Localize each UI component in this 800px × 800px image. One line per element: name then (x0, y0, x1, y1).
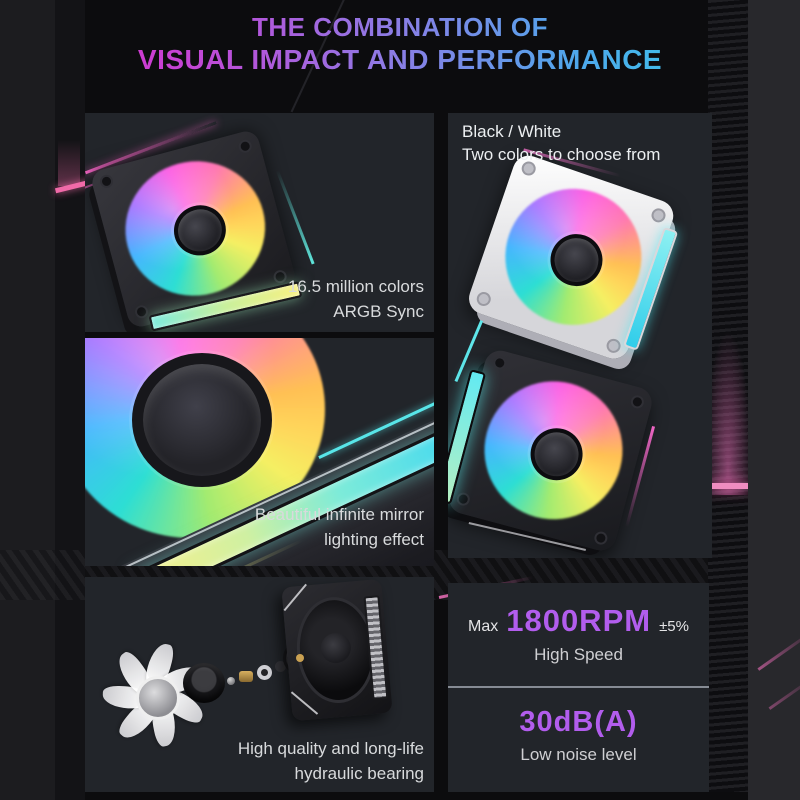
black-fan-photo (448, 320, 671, 558)
rgb-fan-photo (85, 119, 315, 332)
fan-frame-part (281, 578, 393, 722)
washer-part (257, 665, 272, 680)
fan-impeller (102, 640, 208, 748)
white-accent-line (290, 691, 319, 715)
argb-caption: 16.5 million colors ARGB Sync (288, 274, 424, 324)
screw-hole (491, 354, 508, 371)
background-pink-glow (704, 330, 752, 495)
panel-color-options: Black / White Two colors to choose from (448, 113, 712, 558)
screw-hole (629, 393, 646, 410)
speed-label: High Speed (534, 645, 623, 664)
color-options-line2: Two colors to choose from (462, 145, 661, 164)
rubber-ring-part (183, 663, 225, 703)
speed-prefix: Max (467, 618, 499, 635)
screw-hole (455, 491, 472, 508)
argb-caption-line2: ARGB Sync (333, 302, 424, 321)
noise-value: 30dB(A) (519, 706, 638, 738)
bearing-caption-line2: hydraulic bearing (294, 764, 424, 783)
speed-value: 1800RPM (506, 603, 652, 638)
screw-hole (474, 290, 493, 308)
screw-hole (592, 530, 609, 547)
mirror-caption-line1: Beautiful infinite mirror (254, 505, 424, 524)
mirror-caption: Beautiful infinite mirror lighting effec… (255, 502, 424, 552)
spacer-part (275, 661, 286, 672)
bearing-caption: High quality and long-life hydraulic bea… (238, 736, 424, 786)
white-accent-line (283, 583, 307, 612)
screw-hole (604, 336, 623, 355)
panel-hydraulic-bearing: High quality and long-life hydraulic bea… (85, 577, 434, 792)
mirror-caption-line2: lighting effect (324, 530, 424, 549)
title-line2: VISUAL IMPACT AND PERFORMANCE (0, 43, 800, 76)
screw-hole (649, 206, 668, 225)
argb-caption-line1: 16.5 million colors (287, 277, 424, 296)
background-right-band (748, 0, 800, 800)
page-title: THE COMBINATION OF VISUAL IMPACT AND PER… (0, 12, 800, 76)
screw-hole (272, 268, 289, 285)
panel-specs: Max 1800RPM ±5% High Speed 30dB(A) Low n… (448, 583, 709, 792)
title-line1: THE COMBINATION OF (0, 12, 800, 43)
pink-accent-haze (58, 140, 80, 186)
background-left-band (0, 0, 55, 800)
noise-label: Low noise level (520, 745, 637, 764)
color-options-line1: Black / White (462, 122, 562, 141)
screw-hole (237, 138, 254, 155)
bearing-ball-part (227, 677, 235, 685)
screw-hole (98, 173, 115, 190)
background-left-column (55, 0, 85, 800)
panel-argb-colors: 16.5 million colors ARGB Sync (85, 113, 434, 332)
color-options-heading: Black / White Two colors to choose from (462, 120, 660, 166)
screw-part (239, 671, 253, 682)
fan-hub-closeup (132, 353, 272, 487)
impeller-hub (136, 676, 180, 720)
bearing-caption-line1: High quality and long-life (237, 739, 424, 758)
speed-spec: Max 1800RPM ±5% (468, 603, 689, 639)
screw-hole (133, 303, 150, 320)
panel-mirror-lighting: Beautiful infinite mirror lighting effec… (85, 338, 434, 566)
background-pink-led-bar (708, 483, 748, 489)
speed-tolerance: ±5% (659, 618, 689, 635)
specs-divider (448, 686, 709, 688)
